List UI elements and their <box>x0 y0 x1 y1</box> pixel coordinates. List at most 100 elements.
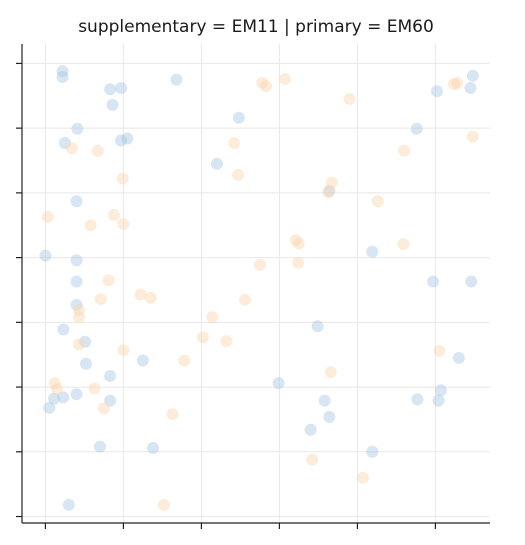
scatter-point <box>104 370 117 383</box>
scatter-point <box>70 298 83 311</box>
scatter-point <box>70 254 83 267</box>
scatter-point <box>56 71 69 84</box>
scatter-point <box>62 498 75 511</box>
scatter-point <box>70 388 83 401</box>
scatter-point <box>121 132 134 145</box>
scatter-point <box>48 377 61 390</box>
scatter-point <box>278 72 291 85</box>
scatter-point <box>65 142 78 155</box>
scatter-point <box>306 453 319 466</box>
scatter-point <box>432 394 445 407</box>
scatter-point <box>325 176 338 189</box>
scatter-point <box>371 195 384 208</box>
scatter-point <box>41 210 54 223</box>
scatter-point <box>322 186 335 199</box>
scatter-point <box>318 394 331 407</box>
scatter-point <box>147 441 160 454</box>
scatter-point <box>253 258 266 271</box>
scatter-point <box>56 65 69 78</box>
scatter-point <box>134 288 147 301</box>
scatter-point <box>57 391 70 404</box>
scatter-point <box>157 498 170 511</box>
scatter-point <box>464 82 477 95</box>
data-points <box>39 65 479 511</box>
scatter-point <box>72 311 85 324</box>
scatter-point <box>232 111 245 124</box>
scatter-point <box>170 73 183 86</box>
scatter-point <box>433 344 446 357</box>
scatter-point <box>411 393 424 406</box>
scatter-point <box>178 354 191 367</box>
scatter-point <box>106 98 119 111</box>
scatter-point <box>39 249 52 262</box>
scatter-point <box>228 137 241 150</box>
scatter-point <box>108 208 121 221</box>
scatter-point <box>211 157 223 170</box>
scatter-point <box>72 304 85 317</box>
scatter-point <box>70 275 83 288</box>
scatter-point <box>260 80 273 93</box>
scatter-point <box>94 440 106 453</box>
scatter-point <box>366 245 379 258</box>
scatter-point <box>311 320 324 333</box>
scatter-point <box>232 168 245 181</box>
scatter-point <box>323 184 336 197</box>
scatter-point <box>398 144 411 157</box>
scatter-point <box>71 122 84 135</box>
scatter-point <box>466 130 479 143</box>
scatter-point <box>206 311 219 324</box>
scatter-point <box>102 274 115 287</box>
scatter-point <box>452 351 465 364</box>
scatter-point <box>117 217 130 230</box>
scatter-point <box>116 172 129 185</box>
scatter-point <box>57 323 70 336</box>
scatter-point <box>220 335 233 348</box>
scatter-point <box>166 408 179 421</box>
chart-title: supplementary = EM11 | primary = EM60 <box>78 17 434 37</box>
scatter-point <box>427 275 440 288</box>
scatter-point <box>465 275 478 288</box>
scatter-point <box>115 82 128 95</box>
scatter-point <box>94 293 107 306</box>
scatter-point <box>97 402 110 415</box>
scatter-point <box>410 122 423 135</box>
scatter-point <box>84 219 97 232</box>
scatter-point <box>292 256 305 269</box>
scatter-point <box>466 69 479 82</box>
scatter-point <box>430 85 443 98</box>
scatter-point <box>324 366 337 379</box>
scatter-point <box>289 234 302 247</box>
scatter-point <box>47 392 60 405</box>
scatter-point <box>58 137 71 150</box>
scatter-point <box>239 293 252 306</box>
scatter-point <box>72 338 85 351</box>
scatter-point <box>323 410 336 423</box>
axes <box>16 44 490 529</box>
scatter-point <box>70 195 83 208</box>
scatter-point <box>272 377 285 390</box>
scatter-point <box>104 394 117 407</box>
scatter-point <box>451 76 464 89</box>
scatter-point <box>115 134 128 147</box>
scatter-point <box>356 471 369 484</box>
scatter-point <box>434 384 447 397</box>
scatter-point <box>91 144 104 157</box>
scatter-point <box>292 237 305 250</box>
scatter-point <box>136 354 149 367</box>
scatter-point <box>79 335 92 348</box>
scatter-point <box>196 331 209 344</box>
scatter-point <box>43 401 56 414</box>
scatter-point <box>51 383 64 396</box>
scatter-point <box>304 423 317 436</box>
scatter-point <box>343 93 356 106</box>
scatter-point <box>366 445 379 458</box>
scatter-point <box>104 83 117 96</box>
grid <box>22 44 490 523</box>
scatter-point <box>256 76 269 89</box>
scatter-point <box>397 238 410 251</box>
scatter-point <box>117 344 130 357</box>
scatter-point <box>79 357 92 370</box>
scatter-point <box>448 78 461 91</box>
scatter-point <box>88 382 101 395</box>
